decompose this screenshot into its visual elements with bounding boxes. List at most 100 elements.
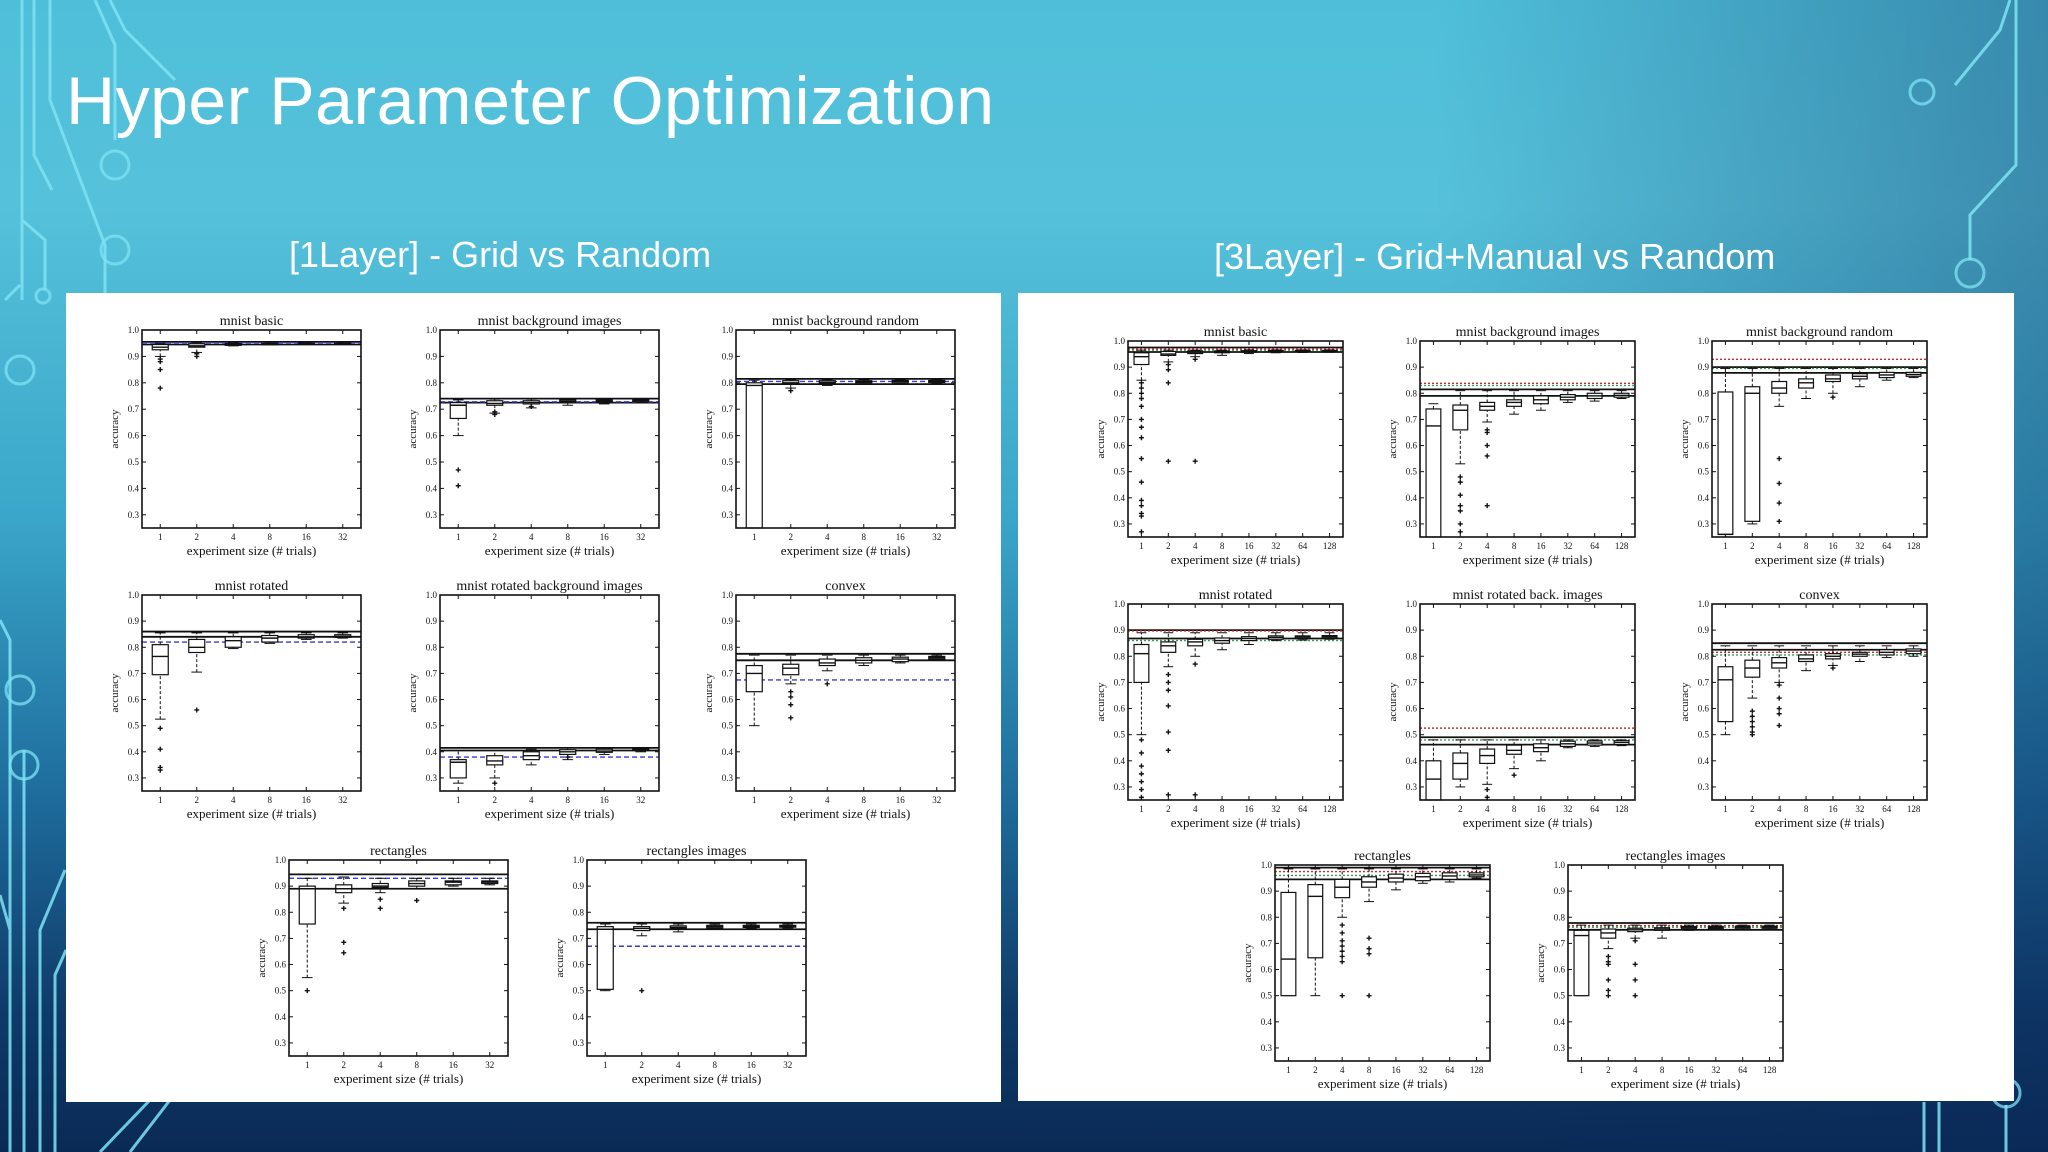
x-tick-label: 32 [1271,541,1280,551]
box-8 [855,654,873,667]
y-tick-label: 0.9 [275,881,287,891]
y-tick-label: 0.8 [275,907,287,917]
y-axis-label: accuracy [1387,682,1399,722]
box-1 [1717,645,1734,736]
x-axis-label: experiment size (# trials) [781,543,911,558]
box-4 [522,398,540,410]
box-4 [818,379,836,386]
box-2 [188,632,206,713]
x-axis-label: experiment size (# trials) [1318,1076,1448,1091]
x-axis-label: experiment size (# trials) [187,806,317,821]
x-tick-label: 1 [456,532,461,542]
x-tick-label: 32 [1418,1065,1427,1075]
y-axis-label: accuracy [1679,682,1691,722]
x-tick-label: 1 [1723,541,1728,551]
y-tick-label: 0.5 [722,457,734,467]
y-tick-label: 0.8 [426,642,438,652]
box-8 [408,877,426,904]
x-tick-label: 4 [378,1060,383,1070]
box-8 [559,747,577,761]
y-tick-label: 0.4 [1554,1017,1566,1027]
y-tick-label: 0.9 [1114,625,1126,635]
box-8 [1361,868,1378,999]
chart-title: rectangles [1354,849,1411,864]
x-tick-label: 2 [195,532,200,542]
box-32 [928,654,946,661]
box-8 [1506,390,1523,415]
x-tick-label: 4 [231,532,236,542]
x-tick-label: 2 [1458,541,1463,551]
box-8 [1214,632,1231,651]
y-tick-label: 0.9 [1554,886,1566,896]
one-layer-figure-panel: mnist basic 0.3 0.4 0.5 0.6 0.7 0.8 0.9 1.0 1 2 4 8 1… [66,293,1001,1102]
plot-frame [439,329,660,529]
box-8 [706,923,724,930]
y-tick-label: 0.7 [1406,677,1418,687]
x-tick-label: 4 [529,532,534,542]
boxplot-chart-1layer-mnist-basic: mnist basic 0.3 0.4 0.5 0.6 0.7 0.8 0.9 1.0 1 2 4 8 1… [102,308,381,568]
y-axis-label: accuracy [109,409,121,449]
y-tick-label: 0.3 [573,1038,585,1048]
boxplot-chart-1layer-convex: convex 0.3 0.4 0.5 0.6 0.7 0.8 0.9 1.0 1 2 4 8 16 32 ex… [696,573,975,831]
x-tick-label: 32 [636,532,645,542]
y-tick-label: 0.5 [1114,467,1126,477]
y-tick-label: 0.6 [1261,965,1273,975]
chart-title: mnist background images [478,314,622,329]
box-4 [371,877,389,911]
x-tick-label: 8 [1804,804,1809,814]
y-tick-label: 0.5 [1698,730,1710,740]
y-tick-label: 0.9 [128,351,140,361]
x-tick-label: 4 [1777,804,1782,814]
box-2 [486,398,504,417]
box-1 [449,399,467,489]
boxplot-chart-3layer-mnist-basic: mnist basic 0.3 0.4 0.5 0.6 0.7 0.8 0.9 1.0 1 2 4 8 1… [1088,319,1363,577]
box-1 [596,923,614,992]
y-tick-label: 0.6 [1114,441,1126,451]
x-axis-label: experiment size (# trials) [1171,815,1301,830]
box-4 [1187,349,1204,464]
y-tick-label: 1.0 [426,590,438,600]
x-tick-label: 1 [1579,1065,1584,1075]
x-tick-label: 1 [305,1060,310,1070]
x-tick-label: 1 [1139,804,1144,814]
box-4 [1334,868,1351,999]
box-8 [1798,367,1815,399]
box-8 [559,398,577,406]
y-tick-label: 0.4 [128,747,140,757]
x-tick-label: 64 [1590,541,1600,551]
x-axis-label: experiment size (# trials) [334,1071,464,1086]
y-tick-label: 0.3 [1406,519,1418,529]
x-tick-label: 16 [1828,541,1838,551]
boxplot-chart-3layer-convex: convex 0.3 0.4 0.5 0.6 0.7 0.8 0.9 1.0 1 2 4 8 16 32 64… [1672,582,1947,840]
plot-frame [1274,864,1491,1062]
x-tick-label: 8 [415,1060,420,1070]
box-1 [1280,868,1297,997]
x-axis-label: experiment size (# trials) [1755,815,1885,830]
y-tick-label: 0.7 [1554,938,1566,948]
x-axis-label: experiment size (# trials) [632,1071,762,1086]
y-tick-label: 0.8 [722,642,734,652]
y-tick-label: 0.4 [722,747,734,757]
x-tick-label: 2 [1606,1065,1611,1075]
y-tick-label: 0.6 [1406,441,1418,451]
y-tick-label: 0.6 [1698,704,1710,714]
y-tick-label: 0.9 [1406,625,1418,635]
x-tick-label: 8 [862,532,867,542]
plot-frame [1711,340,1928,538]
x-tick-label: 32 [1271,804,1280,814]
boxplot-chart-1layer-rectangles-images: rectangles images 0.3 0.4 0.5 0.6 0.7 0.8 0.9 1.… [547,838,826,1096]
box-128 [1905,645,1922,657]
box-8 [1654,924,1671,939]
y-tick-label: 0.3 [128,510,140,520]
y-axis-label: accuracy [407,409,419,449]
box-32 [1414,868,1431,884]
box-4 [1627,924,1644,999]
slide-title: Hyper Parameter Optimization [66,63,995,139]
box-16 [444,877,462,887]
x-axis-label: experiment size (# trials) [1171,552,1301,567]
x-tick-label: 128 [1470,1065,1484,1075]
y-axis-label: accuracy [1242,943,1254,983]
y-tick-label: 1.0 [573,855,585,865]
boxplot-chart-1layer-mnist-background-random: mnist background random 0.3 0.4 0.5 0.6 0.7 0.… [696,308,975,568]
y-tick-label: 0.8 [128,642,140,652]
